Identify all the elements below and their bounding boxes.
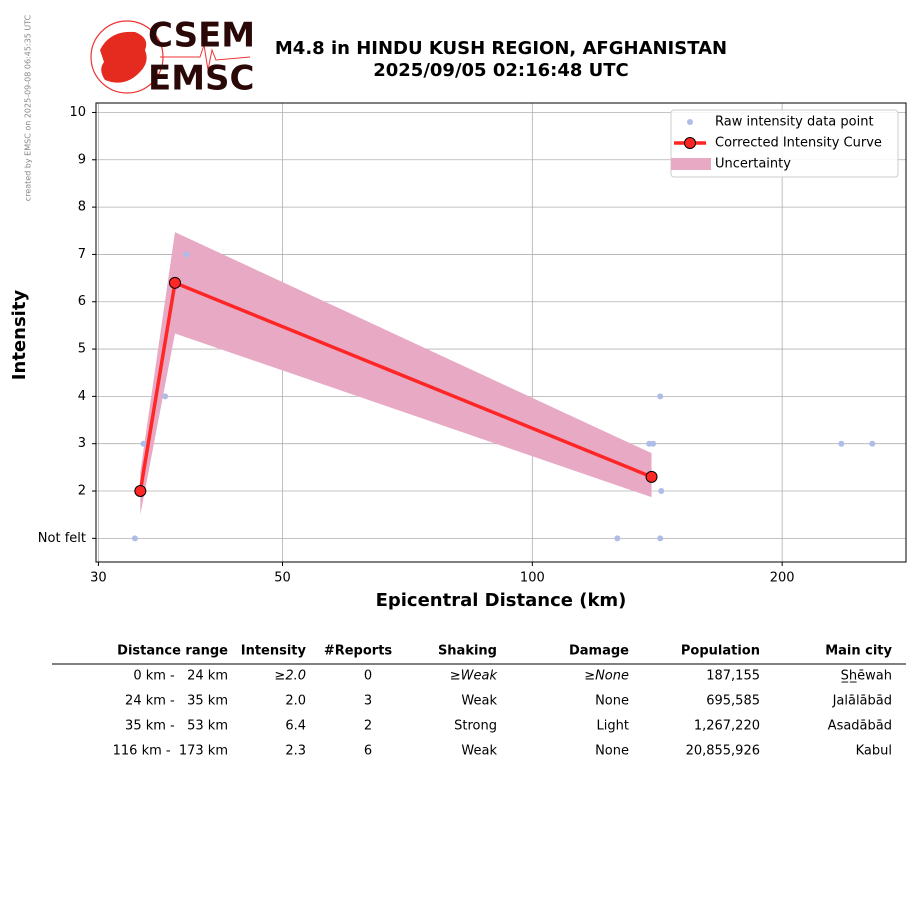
x-tick-label: 100 <box>520 571 545 586</box>
legend-marker <box>671 158 711 170</box>
raw-point <box>183 251 190 258</box>
raw-point <box>869 440 876 447</box>
x-tick-label: 30 <box>90 571 107 586</box>
logo-wave <box>160 44 251 71</box>
table-cell: Kabul <box>856 744 892 759</box>
y-tick-label: 3 <box>78 436 86 451</box>
raw-point <box>657 393 664 400</box>
table-cell: 187,155 <box>706 669 760 684</box>
table: Distance range Intensity #Reports Shaking Da… <box>52 644 906 759</box>
raw-point <box>614 535 621 542</box>
chart-title: M4.8 in HINDU KUSH REGION, AFGHANISTAN <box>275 38 727 59</box>
raw-point <box>838 440 845 447</box>
table-cell: 6.4 <box>285 719 306 734</box>
legend: Raw intensity data point Corrected Intens… <box>670 109 899 178</box>
chart-subtitle: 2025/09/05 02:16:48 UTC <box>373 60 629 81</box>
table-cell: 35 km - 53 km <box>125 719 228 734</box>
table-cell: 2 <box>364 719 372 734</box>
legend-marker <box>684 137 696 149</box>
y-tick-label: 5 <box>78 342 86 357</box>
y-tick-label: 9 <box>78 152 86 167</box>
table-header: #Reports <box>324 644 393 659</box>
table-cell: 3 <box>364 694 372 709</box>
table-cell: Light <box>597 719 629 734</box>
y-tick-label: 4 <box>78 389 86 404</box>
table-cell: 2.0 <box>285 694 306 709</box>
table-cell: 0 km - 24 km <box>133 669 228 684</box>
legend-label: Uncertainty <box>715 157 791 172</box>
y-tick-label: 7 <box>78 247 86 262</box>
table-cell: 0 <box>364 669 372 684</box>
curve-marker <box>645 470 658 483</box>
legend-label: Raw intensity data point <box>715 115 874 130</box>
table-cell: Weak <box>461 694 497 709</box>
y-tick-label: 8 <box>78 200 86 215</box>
table-cell: 116 km - 173 km <box>113 744 228 759</box>
table-cell: 2.3 <box>285 744 306 759</box>
y-tick-label: 6 <box>78 294 86 309</box>
raw-point <box>131 535 138 542</box>
table-cell: 20,855,926 <box>686 744 760 759</box>
table-cell: S̲h̲ēwah <box>841 669 892 684</box>
curve-marker <box>168 276 181 289</box>
plot-frame <box>95 102 907 563</box>
table-cell: ≥Weak <box>450 669 498 684</box>
y-tick-label: 10 <box>69 105 86 120</box>
x-tick-label: 50 <box>274 571 291 586</box>
raw-point <box>140 440 147 447</box>
table-header: Population <box>681 644 760 659</box>
table-cell: Jalālābād <box>832 694 892 709</box>
table-cell: ≥None <box>584 669 629 684</box>
table-header: Shaking <box>438 644 497 659</box>
legend-box <box>670 109 899 178</box>
logo-bottom: EMSC <box>148 59 255 99</box>
table-cell: 1,267,220 <box>694 719 760 734</box>
table-cell: None <box>595 694 629 709</box>
curve-marker <box>134 485 147 498</box>
table-cell: 24 km - 35 km <box>125 694 228 709</box>
plot-area: 30 50 100 200 Not felt 2 3 4 5 6 7 8 9 10 Raw intensit… <box>38 102 907 586</box>
logo: CSEM EMSC <box>90 16 255 99</box>
logo-map <box>100 31 147 83</box>
y-tick-label: 2 <box>78 484 86 499</box>
raw-point <box>657 535 664 542</box>
raw-point <box>658 488 665 495</box>
raw-point <box>650 440 657 447</box>
y-tick-label: Not felt <box>38 531 86 546</box>
table-header: Main city <box>825 644 892 659</box>
table-cell: Asadābād <box>828 719 892 734</box>
y-axis-label: Intensity <box>9 290 30 381</box>
logo-top: CSEM <box>148 16 255 56</box>
legend-label: Corrected Intensity Curve <box>715 136 882 151</box>
table-header: Intensity <box>241 644 307 659</box>
table-cell: Weak <box>461 744 497 759</box>
table-header: Damage <box>569 644 629 659</box>
table-cell: ≥2.0 <box>274 669 306 684</box>
table-cell: 695,585 <box>706 694 760 709</box>
table-cell: Strong <box>454 719 497 734</box>
table-cell: None <box>595 744 629 759</box>
legend-marker <box>687 119 693 125</box>
x-tick-label: 200 <box>770 571 795 586</box>
raw-point <box>162 393 169 400</box>
table-header: Distance range <box>117 644 228 659</box>
table-cell: 6 <box>364 744 372 759</box>
side-note: created by EMSC on 2025-09-08 06:45:35 U… <box>24 14 33 201</box>
x-axis-label: Epicentral Distance (km) <box>376 590 627 611</box>
